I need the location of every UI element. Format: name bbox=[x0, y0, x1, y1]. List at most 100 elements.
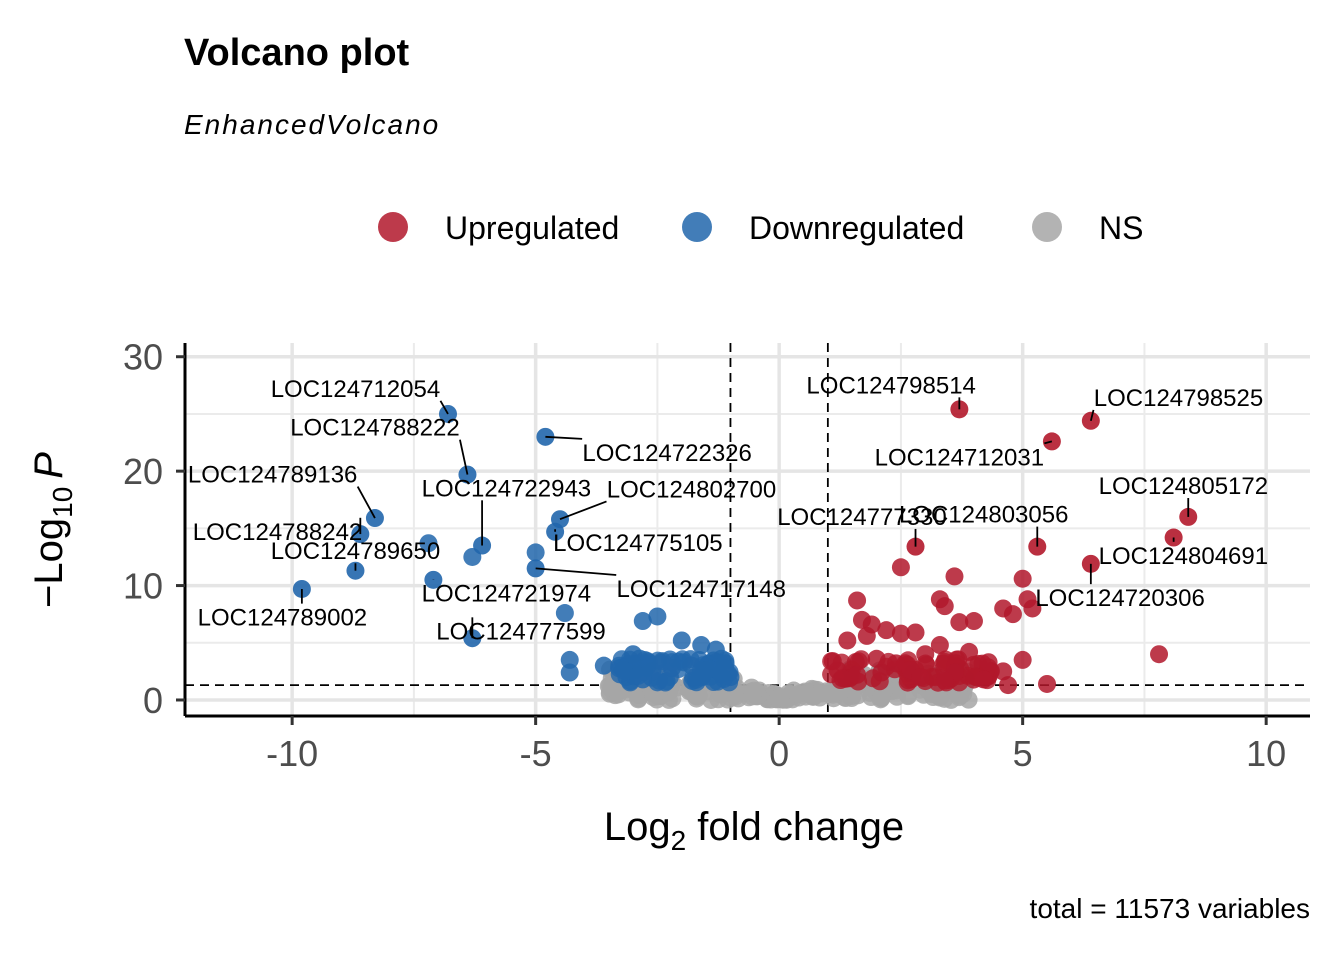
x-axis-title-rest: fold change bbox=[686, 805, 904, 849]
upregulated-point bbox=[945, 567, 964, 586]
upregulated-point bbox=[911, 668, 930, 687]
x-tick-label: 5 bbox=[1013, 733, 1033, 774]
upregulated-point bbox=[872, 663, 891, 682]
point-labels: LOC124712054 LOC124788222 LOC124722326 LOC1… bbox=[188, 372, 1268, 645]
point-label: LOC124712031 bbox=[875, 444, 1044, 471]
x-axis-title: Log2 fold change bbox=[604, 805, 904, 856]
upregulated-point bbox=[964, 612, 983, 631]
ns-point bbox=[929, 687, 948, 706]
y-tick-label: 20 bbox=[123, 451, 163, 492]
y-tick-label: 10 bbox=[123, 566, 163, 607]
label-connector bbox=[459, 439, 469, 475]
label-connector bbox=[439, 400, 449, 415]
y-tick-label: 30 bbox=[123, 337, 163, 378]
downregulated-point bbox=[560, 650, 579, 669]
upregulated-point bbox=[852, 650, 871, 669]
point-label: LOC124712054 bbox=[271, 376, 440, 403]
downregulated-point bbox=[721, 668, 740, 687]
y-axis-title-italic: P bbox=[27, 452, 71, 479]
legend: Upregulated Downregulated NS bbox=[378, 210, 1143, 246]
ns-point bbox=[725, 687, 744, 706]
upregulated-point bbox=[935, 671, 954, 690]
point-label: LOC124777330 bbox=[777, 504, 946, 531]
point-label: LOC124775105 bbox=[553, 530, 722, 557]
downregulated-point bbox=[648, 607, 667, 626]
downregulated-point bbox=[555, 604, 574, 623]
upregulated-point bbox=[935, 597, 954, 616]
label-connector bbox=[559, 500, 607, 521]
data-points bbox=[292, 400, 1198, 709]
upregulated-point bbox=[1003, 605, 1022, 624]
upregulated-point bbox=[906, 623, 925, 642]
downregulated-point bbox=[663, 658, 682, 677]
upregulated-point bbox=[857, 626, 876, 645]
upregulated-point bbox=[833, 669, 852, 688]
upregulated-point bbox=[848, 665, 867, 684]
point-label: LOC124720306 bbox=[1035, 585, 1204, 612]
upregulated-point bbox=[960, 642, 979, 661]
point-label: LOC124789136 bbox=[188, 462, 357, 489]
downregulated-point bbox=[682, 656, 701, 675]
point-label: LOC124788222 bbox=[290, 415, 459, 442]
upregulated-point bbox=[999, 676, 1018, 695]
legend-label-upregulated: Upregulated bbox=[445, 210, 619, 246]
chart-title: Volcano plot bbox=[184, 32, 410, 74]
upregulated-point bbox=[916, 645, 935, 664]
downregulated-point bbox=[672, 631, 691, 650]
point-label: LOC124802700 bbox=[607, 476, 776, 503]
upregulated-point bbox=[1023, 599, 1042, 618]
ns-point bbox=[784, 681, 803, 700]
legend-key-ns bbox=[1032, 212, 1062, 242]
ns-point bbox=[771, 688, 790, 707]
upregulated-point bbox=[1038, 674, 1057, 693]
point-label: LOC124717148 bbox=[616, 576, 785, 603]
upregulated-point bbox=[974, 670, 993, 689]
y-axis-title-prefix: −Log bbox=[27, 518, 71, 608]
caption: total = 11573 variables bbox=[1030, 893, 1310, 924]
legend-label-downregulated: Downregulated bbox=[749, 210, 964, 246]
upregulated-point bbox=[823, 652, 842, 671]
x-axis-title-main: Log bbox=[604, 805, 671, 849]
point-label: LOC124789002 bbox=[198, 605, 367, 632]
chart-subtitle: EnhancedVolcano bbox=[184, 109, 440, 140]
upregulated-point bbox=[979, 653, 998, 672]
point-label: LOC124722943 bbox=[422, 475, 591, 502]
downregulated-point bbox=[560, 663, 579, 682]
label-connector bbox=[535, 567, 617, 576]
x-tick-label: 10 bbox=[1246, 733, 1286, 774]
point-label: LOC124798525 bbox=[1094, 385, 1263, 412]
x-tick-label: 0 bbox=[769, 733, 789, 774]
downregulated-point bbox=[633, 670, 652, 689]
downregulated-point bbox=[624, 645, 643, 664]
upregulated-point bbox=[1150, 645, 1169, 664]
upregulated-point bbox=[867, 649, 886, 668]
downregulated-point bbox=[692, 636, 711, 655]
upregulated-point bbox=[891, 558, 910, 577]
upregulated-point bbox=[838, 631, 857, 650]
legend-key-downregulated bbox=[682, 212, 712, 242]
point-label: LOC124722326 bbox=[582, 440, 751, 467]
downregulated-point bbox=[526, 543, 545, 562]
point-label: LOC124803056 bbox=[899, 502, 1068, 529]
downregulated-point bbox=[633, 612, 652, 631]
upregulated-point bbox=[877, 621, 896, 640]
point-label: LOC124777599 bbox=[436, 618, 605, 645]
point-label: LOC124789650 bbox=[271, 538, 440, 565]
point-label: LOC124798514 bbox=[806, 372, 975, 399]
downregulated-point bbox=[614, 661, 633, 680]
ns-point bbox=[914, 685, 933, 704]
downregulated-point bbox=[419, 534, 438, 553]
ns-point bbox=[602, 678, 621, 697]
upregulated-point bbox=[1013, 650, 1032, 669]
downregulated-point bbox=[656, 673, 675, 692]
upregulated-point bbox=[930, 636, 949, 655]
upregulated-point bbox=[1013, 569, 1032, 588]
label-connector bbox=[1089, 409, 1095, 422]
legend-label-ns: NS bbox=[1099, 210, 1143, 246]
ns-point bbox=[689, 686, 708, 705]
ns-point bbox=[745, 681, 764, 700]
axes: -10 -5 0 5 10 0 10 20 30 bbox=[123, 337, 1310, 774]
y-tick-label: 0 bbox=[143, 680, 163, 721]
label-connector bbox=[356, 486, 376, 519]
upregulated-point bbox=[950, 613, 969, 632]
